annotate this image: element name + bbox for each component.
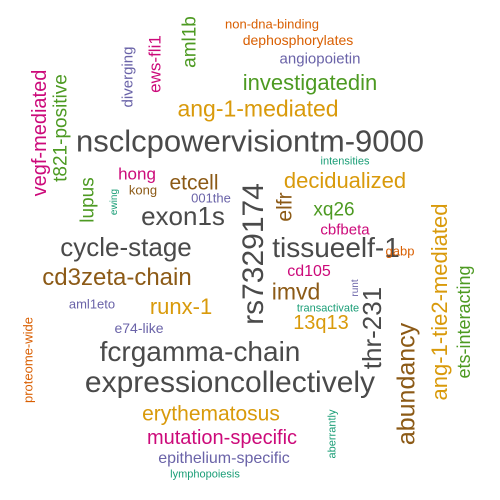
word-lymphopoiesis: lymphopoiesis <box>170 468 240 481</box>
word-cd105: cd105 <box>287 263 331 280</box>
word-angiopoietin: angiopoietin <box>279 50 361 68</box>
word-imvd: imvd <box>271 278 321 305</box>
word-ewing: ewing <box>109 188 120 216</box>
word-proteome-wide: proteome-wide <box>20 317 36 403</box>
word-ews-fli1: ews-fli1 <box>145 35 165 93</box>
word-t821-positive: t821-positive <box>50 74 72 182</box>
word-exon1s: exon1s <box>141 201 225 231</box>
word-rs7329174: rs7329174 <box>237 183 270 325</box>
word-aberrantly: aberrantly <box>326 409 339 459</box>
word-lupus: lupus <box>77 177 99 223</box>
word-hong: hong <box>118 164 156 184</box>
word-ang-1-mediated: ang-1-mediated <box>177 95 339 122</box>
word-epithelium-specific: epithelium-specific <box>158 450 290 467</box>
word-mutation-specific: mutation-specific <box>146 427 298 449</box>
word-cycle-stage: cycle-stage <box>60 232 192 262</box>
word-ang-1-tie2-mediated: ang-1-tie2-mediated <box>427 203 452 401</box>
word-intensities: intensities <box>320 155 370 168</box>
word-diverging: diverging <box>119 46 137 108</box>
word-xq26: xq26 <box>313 199 355 221</box>
word-thr-231: thr-231 <box>357 286 387 370</box>
word-cd3zeta-chain: cd3zeta-chain <box>42 264 192 291</box>
word-transactivate: transactivate <box>296 302 360 315</box>
word-expressioncollectively: expressioncollectively <box>84 366 376 399</box>
word-001the: 001the <box>191 190 231 206</box>
word-decidualized: decidualized <box>283 168 407 193</box>
word-erythematosus: erythematosus <box>142 402 280 426</box>
word-aml1b: aml1b <box>179 16 201 68</box>
word-fcrgamma-chain: fcrgamma-chain <box>99 336 301 367</box>
word-elfr: elfr <box>273 192 297 222</box>
word-investigatedin: investigatedin <box>242 70 378 95</box>
word-ets-interacting: ets-interacting <box>454 265 474 379</box>
word-nsclcpowervisiontm-9000: nsclcpowervisiontm-9000 <box>75 123 425 159</box>
word-vegf-mediated: vegf-mediated <box>29 69 51 197</box>
word-13q13: 13q13 <box>293 312 349 334</box>
word-runt: runt <box>350 279 361 297</box>
word-dephosphorylates: dephosphorylates <box>242 32 354 48</box>
word-non-dna-binding: non-dna-binding <box>225 16 319 32</box>
word-kong: kong <box>128 182 158 198</box>
word-tissueelf-1: tissueelf-1 <box>272 232 400 263</box>
word-etcell: etcell <box>169 171 219 195</box>
word-cbfbeta: cbfbeta <box>320 221 370 239</box>
word-e74-like: e74-like <box>114 320 164 336</box>
word-abundancy: abundancy <box>392 322 421 446</box>
word-aml1eto: aml1eto <box>68 296 116 312</box>
word-gabp: gabp <box>385 243 415 259</box>
word-runx-1: runx-1 <box>149 294 213 319</box>
